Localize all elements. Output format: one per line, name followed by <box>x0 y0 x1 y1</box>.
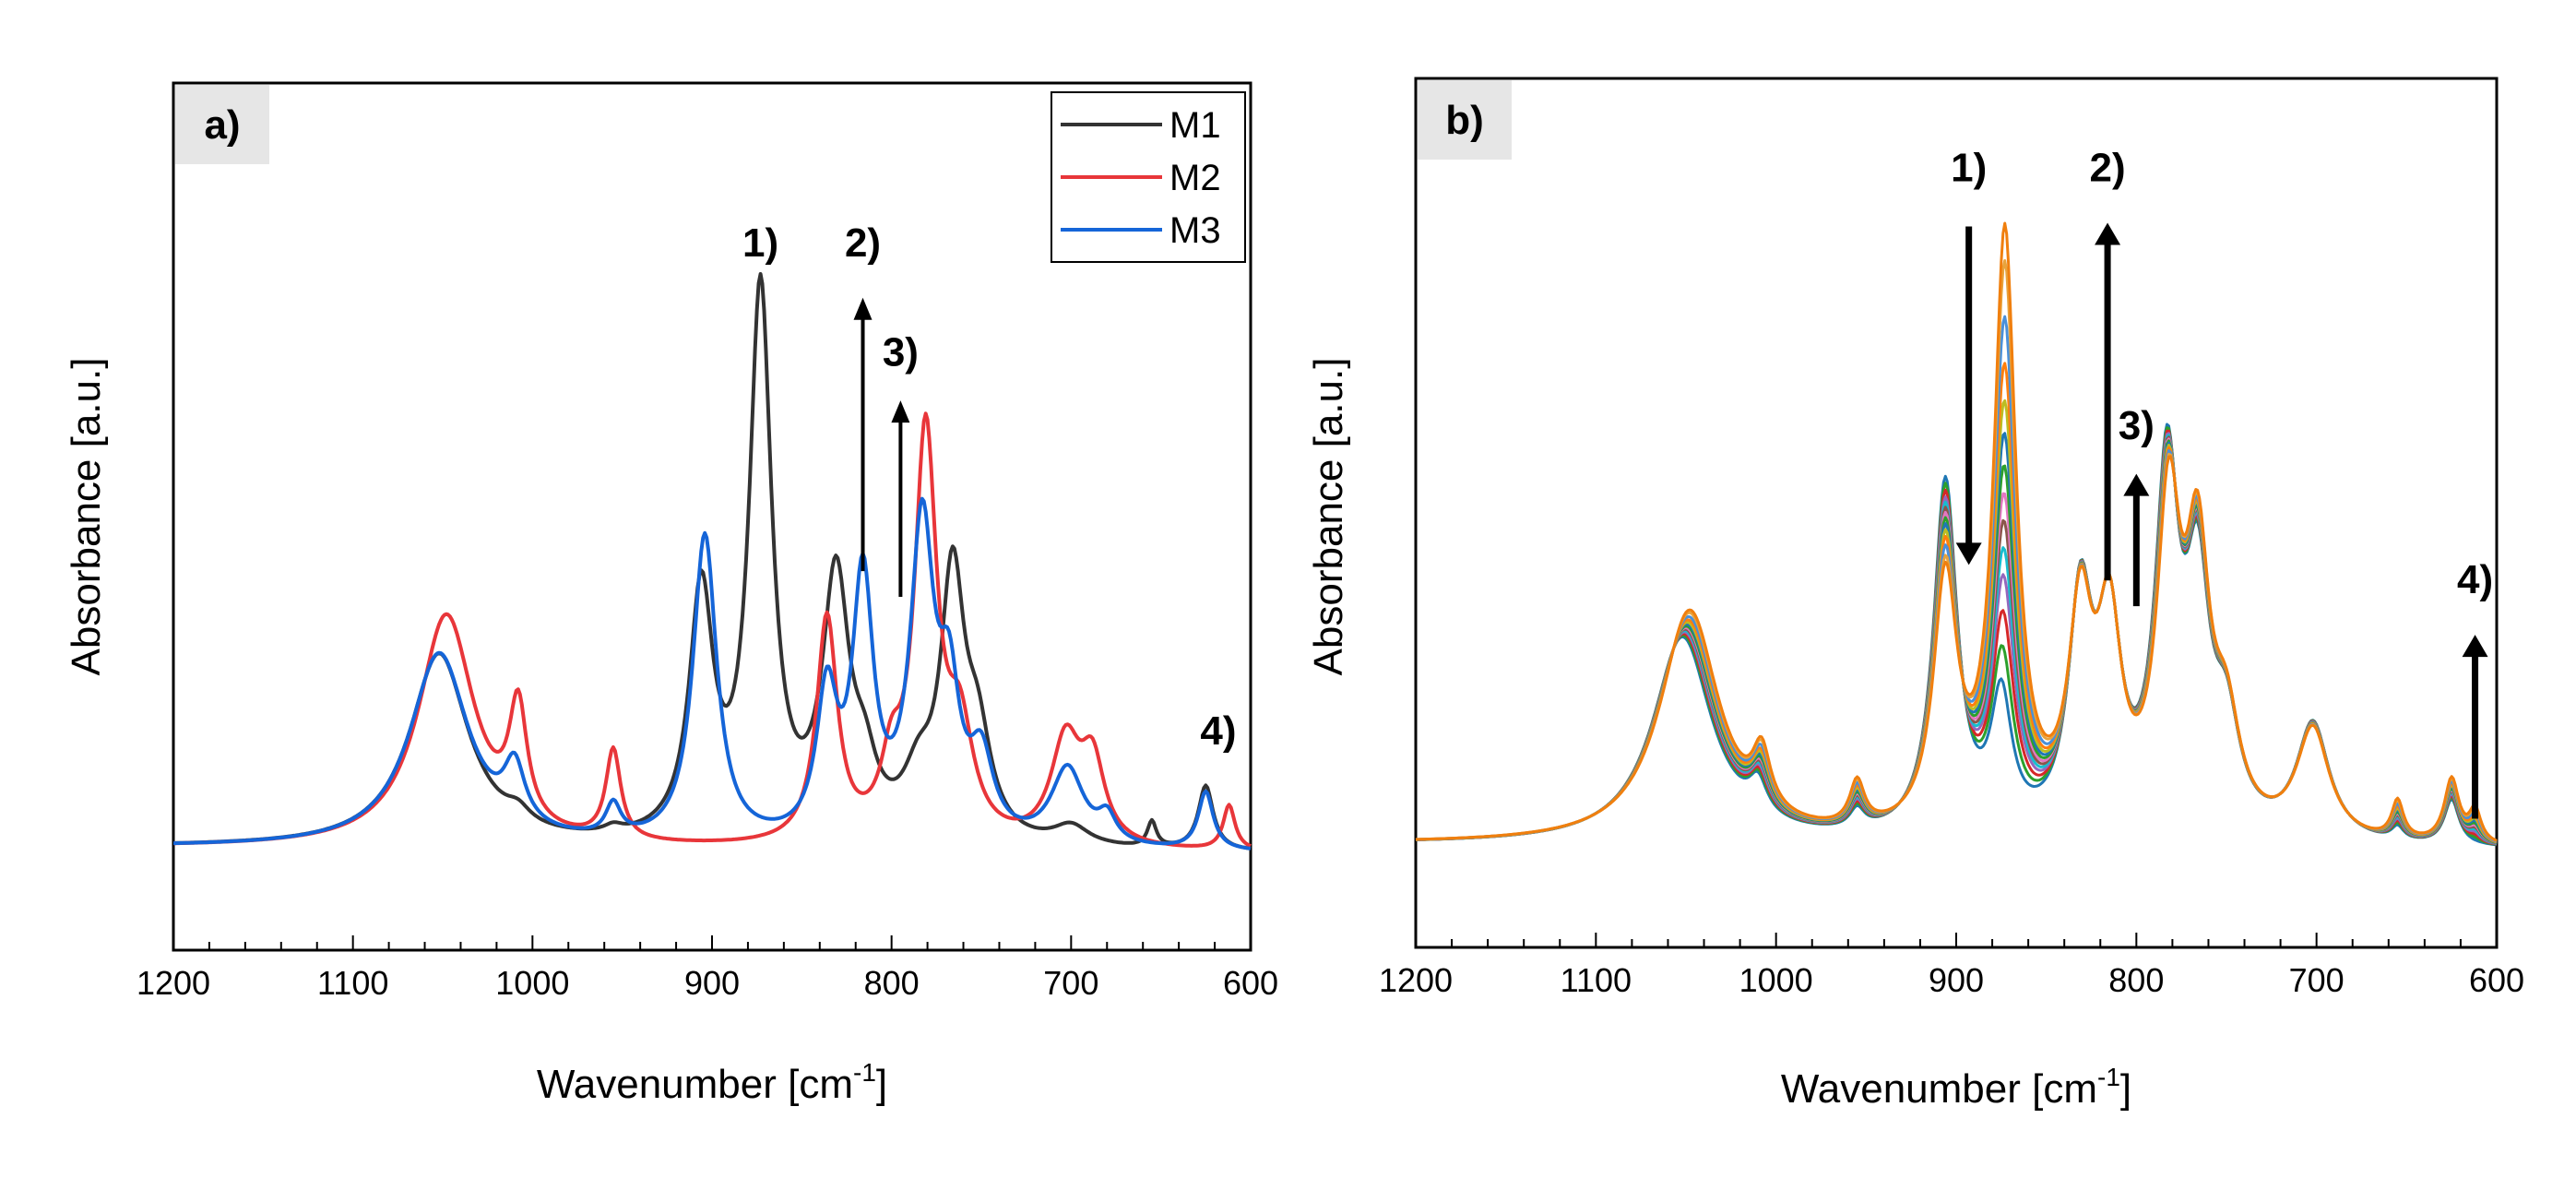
annotation-4: 4) <box>2457 557 2493 602</box>
annotation-4: 4) <box>1200 708 1236 754</box>
x-tick-label: 600 <box>2469 961 2524 999</box>
legend-label-m1: M1 <box>1169 105 1221 146</box>
panel-label-b: b) <box>1445 98 1484 143</box>
annotation-3: 3) <box>883 329 919 375</box>
x-tick-label: 800 <box>2108 961 2164 999</box>
x-tick-label: 1100 <box>317 964 388 1002</box>
annotations-b: 1) 2) 3) 4) <box>1951 146 2493 819</box>
x-axis-title-a-close: ] <box>876 1062 887 1107</box>
legend-label-m2: M2 <box>1169 158 1221 198</box>
x-tick-label: 1100 <box>1561 961 1632 999</box>
annotation-1: 1) <box>1951 146 1987 191</box>
x-axis-title-b-main: Wavenumber [cm <box>1781 1066 2097 1112</box>
x-axis-title-b-close: ] <box>2120 1066 2131 1112</box>
annotation-arrowhead-1 <box>1955 542 1982 565</box>
x-axis-title-a-sup: -1 <box>853 1058 876 1087</box>
annotation-arrowhead-4 <box>2462 635 2488 658</box>
panel-label-bg-a <box>175 85 269 164</box>
y-axis-title-b: Absorbance [a.u.] <box>1306 358 1351 676</box>
x-axis-title-a-main: Wavenumber [cm <box>537 1062 853 1107</box>
annotation-arrowhead-2 <box>853 297 873 320</box>
panel-a: a) 1200 1100 1000 900 800 700 600 1) 2) 3) 4) Abs… <box>64 81 1278 1107</box>
x-ticks-b: 1200 1100 1000 900 800 700 600 <box>1379 933 2524 999</box>
annotation-2: 2) <box>845 220 881 266</box>
panel-label-bg-b <box>1418 80 1512 160</box>
x-axis-title-b-sup: -1 <box>2097 1063 2120 1091</box>
annotation-arrowhead-3 <box>2123 473 2150 496</box>
x-tick-label: 1000 <box>1739 961 1813 999</box>
legend-label-m3: M3 <box>1169 210 1221 251</box>
x-ticks-a: 1200 1100 1000 900 800 700 600 <box>137 935 1278 1002</box>
annotation-2: 2) <box>2090 146 2126 191</box>
x-tick-label: 900 <box>684 964 740 1002</box>
annotations-a: 1) 2) 3) 4) <box>742 220 1237 754</box>
y-axis-title-a: Absorbance [a.u.] <box>64 358 109 676</box>
x-tick-label: 700 <box>1043 964 1098 1002</box>
annotation-arrowhead-2 <box>2095 222 2121 245</box>
x-tick-label: 700 <box>2289 961 2345 999</box>
panel-label-a: a) <box>204 102 240 148</box>
series-group-b <box>1415 221 2498 847</box>
annotation-arrowhead-3 <box>891 400 910 423</box>
x-tick-label: 600 <box>1223 964 1278 1002</box>
annotation-1: 1) <box>742 220 778 266</box>
series-group-a <box>172 272 1252 851</box>
x-tick-label: 1000 <box>495 964 569 1002</box>
x-tick-label: 1200 <box>137 964 210 1002</box>
x-tick-label: 900 <box>1929 961 1984 999</box>
series-m3-line <box>172 496 1252 851</box>
x-tick-label: 800 <box>864 964 920 1002</box>
plot-frame-b <box>1414 77 2499 949</box>
annotation-3: 3) <box>2119 403 2155 448</box>
x-axis-title-b: Wavenumber [cm-1] <box>1781 1063 2131 1112</box>
x-tick-label: 1200 <box>1379 961 1453 999</box>
legend: M1 M2 M3 <box>1051 91 1246 263</box>
panel-b: b) 1200 1100 1000 900 800 700 600 1) 2) 3) 4) Abs… <box>1306 77 2524 1112</box>
series-s14-line <box>1416 221 2498 842</box>
x-axis-title-a: Wavenumber [cm-1] <box>537 1058 887 1107</box>
